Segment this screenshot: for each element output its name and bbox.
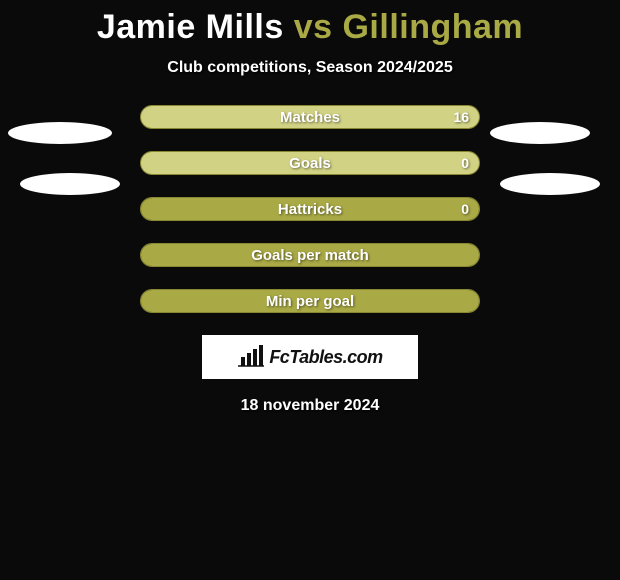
stat-row: Matches16 <box>140 105 480 129</box>
stats-chart: Matches16Goals0Hattricks0Goals per match… <box>0 105 620 313</box>
stat-label: Hattricks <box>141 198 479 220</box>
stat-label: Goals <box>141 152 479 174</box>
stat-value-right: 16 <box>453 106 469 128</box>
date-line: 18 november 2024 <box>0 397 620 415</box>
stat-label: Goals per match <box>141 244 479 266</box>
page-title: Jamie Mills vs Gillingham <box>0 0 620 47</box>
stat-row: Goals per match <box>140 243 480 267</box>
decorative-ellipse <box>20 173 120 195</box>
stat-label: Min per goal <box>141 290 479 312</box>
brand-text: FcTables.com <box>269 347 382 368</box>
brand-box: FcTables.com <box>202 335 418 379</box>
decorative-ellipse <box>500 173 600 195</box>
title-vs: vs <box>294 8 333 46</box>
stat-label: Matches <box>141 106 479 128</box>
title-player: Jamie Mills <box>97 8 284 46</box>
decorative-ellipse <box>490 122 590 144</box>
decorative-ellipse <box>8 122 112 144</box>
stat-row: Hattricks0 <box>140 197 480 221</box>
title-opponent: Gillingham <box>342 8 523 46</box>
subtitle: Club competitions, Season 2024/2025 <box>0 59 620 77</box>
stat-value-right: 0 <box>461 152 469 174</box>
bar-chart-icon <box>237 343 265 372</box>
stat-row: Min per goal <box>140 289 480 313</box>
stat-value-right: 0 <box>461 198 469 220</box>
stat-row: Goals0 <box>140 151 480 175</box>
